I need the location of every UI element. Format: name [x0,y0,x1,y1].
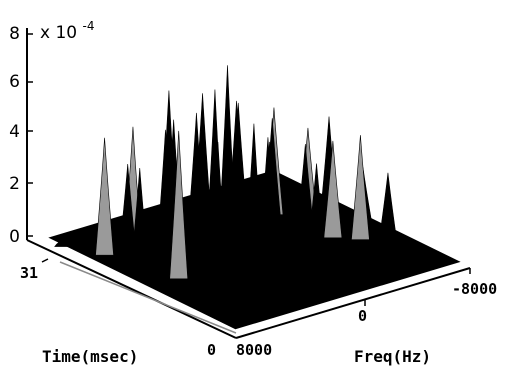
y-axis-label: Time(msec) [42,347,138,366]
surface-peak [378,172,398,242]
z-tick-label: 2 [9,174,20,194]
surface-peak [218,65,237,245]
surface-peak [187,112,206,239]
time-tick-label: 31 [20,264,38,282]
freq-axis-line [235,267,471,339]
surface [48,65,461,330]
surface-peak [95,137,114,256]
z-tick-label: 8 [9,24,20,44]
freq-tick-label: 8000 [236,341,272,359]
exponent-power: -4 [83,19,95,33]
surface-peak [323,140,343,239]
surface-peak [208,142,228,278]
time-axis-highlight [59,261,237,334]
z-tick-label: 0 [9,227,20,247]
exponent-base: x 10 [40,23,77,43]
time-axis-line [26,239,237,339]
surface-peak [169,130,189,280]
z-tick-label: 4 [9,122,20,142]
surface-peak [244,123,264,262]
surface-peak [130,168,150,271]
surface-peak [351,135,370,240]
x-axis-label: Freq(Hz) [354,347,431,366]
surface-peak [307,163,326,254]
surface-peak [258,137,278,253]
freq-tick-label: 0 [358,307,367,325]
surface-peak [54,239,75,247]
z-ticks: 8 6 4 2 0 [9,24,33,247]
surface-peak [156,129,175,258]
z-tick-label: 6 [9,72,20,92]
time-tick-label: 0 [207,341,216,359]
freq-tick-label: -8000 [452,280,497,298]
time-tick-mark [41,258,49,263]
exponent-label: x 10 -4 [40,19,94,43]
